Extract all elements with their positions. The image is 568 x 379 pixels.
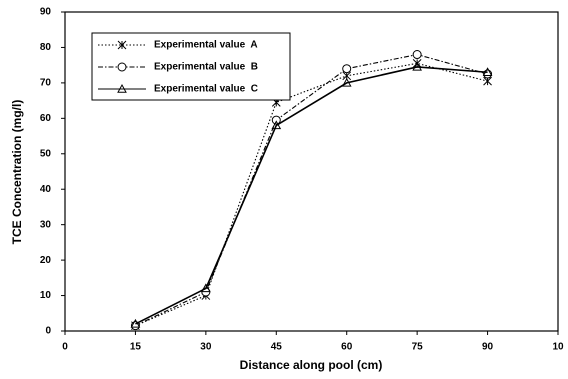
- x-tick-label: 90: [482, 342, 494, 353]
- marker: [201, 283, 211, 293]
- marker: [412, 61, 422, 71]
- marker: [117, 62, 127, 72]
- marker: [412, 50, 422, 60]
- x-tick-label: 75: [412, 342, 424, 353]
- y-tick-label: 60: [40, 113, 52, 124]
- marker: [341, 77, 352, 87]
- legend-label: Experimental value B: [154, 62, 258, 73]
- y-tick-label: 10: [40, 290, 52, 301]
- x-tick-label: 0: [62, 342, 68, 353]
- x-tick-label: 10: [552, 342, 564, 353]
- marker-shape: [117, 83, 127, 93]
- marker-shape: [201, 283, 211, 293]
- y-tick-label: 70: [40, 78, 52, 89]
- marker-shape: [412, 61, 422, 71]
- marker: [482, 67, 493, 76]
- marker: [342, 64, 352, 74]
- marker: [271, 120, 282, 130]
- marker: [117, 83, 127, 93]
- y-tick-label: 50: [40, 148, 52, 159]
- marker-shape: [271, 120, 282, 130]
- x-tick-label: 15: [130, 342, 142, 353]
- marker-shape: [412, 50, 422, 60]
- x-axis-title: Distance along pool (cm): [240, 358, 383, 372]
- x-tick-label: 60: [341, 342, 353, 353]
- y-tick-label: 0: [45, 326, 51, 337]
- marker-shape: [130, 318, 141, 328]
- marker-shape: [271, 115, 281, 125]
- marker-shape: [482, 67, 493, 76]
- plot-frame: [64, 11, 559, 332]
- x-tick-label: 45: [271, 342, 283, 353]
- marker: [130, 318, 141, 328]
- marker: [271, 115, 281, 125]
- legend-label: Experimental value C: [154, 84, 258, 95]
- y-axis-title: TCE Concentration (mg/l): [10, 100, 24, 245]
- marker-shape: [342, 64, 352, 74]
- series-line: [135, 53, 488, 327]
- x-tick-label: 30: [200, 342, 212, 353]
- marker-shape: [117, 40, 127, 50]
- y-tick-label: 30: [40, 219, 52, 230]
- marker-shape: [341, 77, 352, 87]
- series-line: [135, 62, 488, 327]
- y-tick-label: 40: [40, 184, 52, 195]
- y-tick-label: 90: [40, 7, 52, 18]
- marker-shape: [117, 62, 127, 72]
- marker: [117, 40, 127, 50]
- y-tick-label: 20: [40, 255, 52, 266]
- legend-label: Experimental value A: [154, 40, 258, 51]
- y-tick-label: 80: [40, 42, 52, 53]
- series-line: [135, 66, 488, 325]
